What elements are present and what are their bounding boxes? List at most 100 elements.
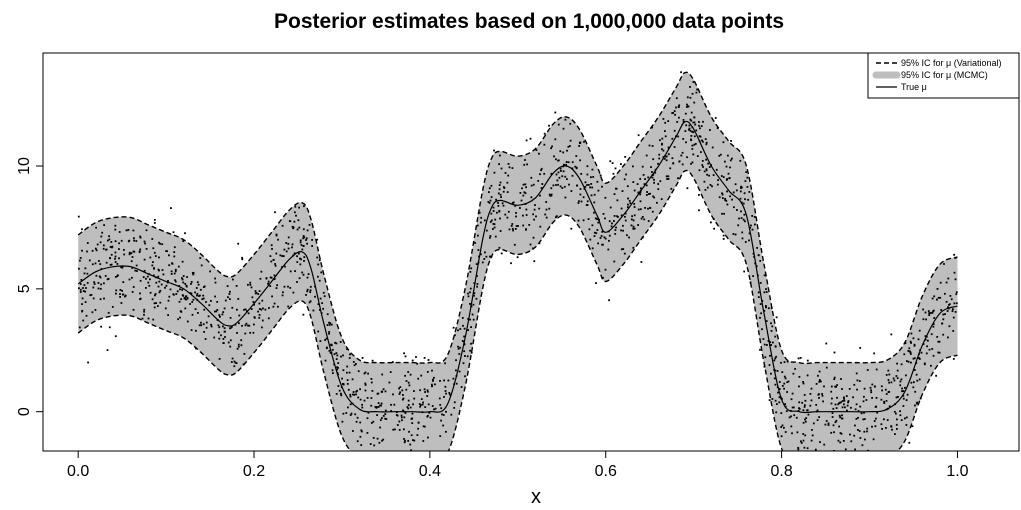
data-point [533, 208, 536, 211]
data-point [569, 145, 571, 147]
data-point [459, 346, 461, 349]
data-point [419, 389, 421, 392]
data-point [189, 303, 191, 305]
data-point [664, 121, 667, 124]
data-point [305, 239, 307, 241]
data-point [463, 327, 466, 330]
data-point [841, 417, 844, 420]
data-point [82, 287, 84, 289]
data-point [411, 422, 414, 424]
data-point [169, 288, 172, 291]
data-point [701, 164, 704, 166]
data-point [223, 307, 226, 310]
data-point [830, 402, 833, 405]
data-point [886, 419, 889, 421]
data-point [816, 419, 819, 421]
data-point [936, 298, 938, 301]
data-point [350, 412, 353, 415]
data-point [897, 396, 899, 398]
data-point [308, 301, 311, 304]
data-point [131, 276, 133, 279]
data-point [453, 401, 456, 404]
data-point [379, 419, 382, 421]
data-point [182, 275, 185, 277]
data-point [306, 276, 309, 279]
data-point [127, 240, 130, 243]
data-point [888, 373, 891, 376]
data-point [348, 371, 351, 374]
data-point [673, 110, 676, 112]
data-point [698, 121, 700, 123]
data-point [833, 351, 836, 354]
data-point [153, 267, 155, 269]
data-point [152, 274, 155, 277]
data-point [667, 175, 670, 178]
data-point [438, 397, 441, 400]
data-point [632, 225, 635, 228]
data-point [267, 280, 270, 283]
data-point [246, 310, 248, 312]
data-point [804, 399, 807, 402]
data-point [390, 410, 392, 412]
data-point [394, 428, 396, 431]
data-point [107, 239, 109, 242]
data-point [525, 139, 528, 142]
data-point [371, 390, 374, 392]
data-point [229, 290, 231, 293]
data-point [698, 209, 700, 212]
data-point [931, 312, 934, 314]
data-point [854, 408, 857, 411]
data-point [86, 250, 88, 253]
data-point [143, 313, 145, 316]
data-point [338, 389, 341, 392]
data-point [511, 227, 514, 230]
data-point [548, 193, 551, 196]
data-point [831, 412, 834, 414]
data-point [556, 179, 559, 182]
data-point [321, 302, 323, 304]
data-point [733, 206, 735, 209]
data-point [771, 398, 774, 400]
data-point [863, 395, 865, 398]
data-point [762, 338, 765, 340]
data-point [352, 430, 354, 432]
data-point [298, 277, 301, 280]
data-point [202, 323, 205, 326]
data-point [431, 383, 433, 386]
data-point [258, 314, 261, 316]
data-point [337, 366, 339, 369]
data-point [746, 176, 749, 179]
data-point [778, 381, 781, 383]
data-point [81, 303, 83, 305]
data-point [214, 310, 216, 313]
data-point [244, 324, 247, 327]
data-point [726, 190, 728, 193]
data-point [99, 287, 102, 290]
data-point [781, 371, 784, 373]
data-point [881, 428, 883, 430]
data-point [382, 415, 385, 417]
data-point [335, 358, 338, 360]
data-point [381, 417, 383, 419]
y-tick-label: 10 [16, 157, 33, 175]
data-point [116, 275, 119, 278]
data-point [575, 155, 578, 157]
x-tick-label: 0.2 [243, 463, 265, 480]
data-point [132, 308, 135, 311]
data-point [355, 420, 358, 423]
data-point [106, 349, 109, 351]
data-point [141, 317, 144, 320]
data-point [291, 243, 294, 246]
data-point [231, 357, 234, 360]
data-point [651, 171, 653, 173]
data-point [708, 166, 711, 168]
data-point [401, 398, 404, 401]
data-point [80, 279, 83, 281]
data-point [818, 379, 821, 381]
data-point [880, 398, 883, 401]
data-point [735, 189, 738, 192]
data-point [743, 213, 746, 216]
data-point [151, 264, 154, 267]
data-point [370, 378, 373, 380]
data-point [352, 361, 355, 363]
